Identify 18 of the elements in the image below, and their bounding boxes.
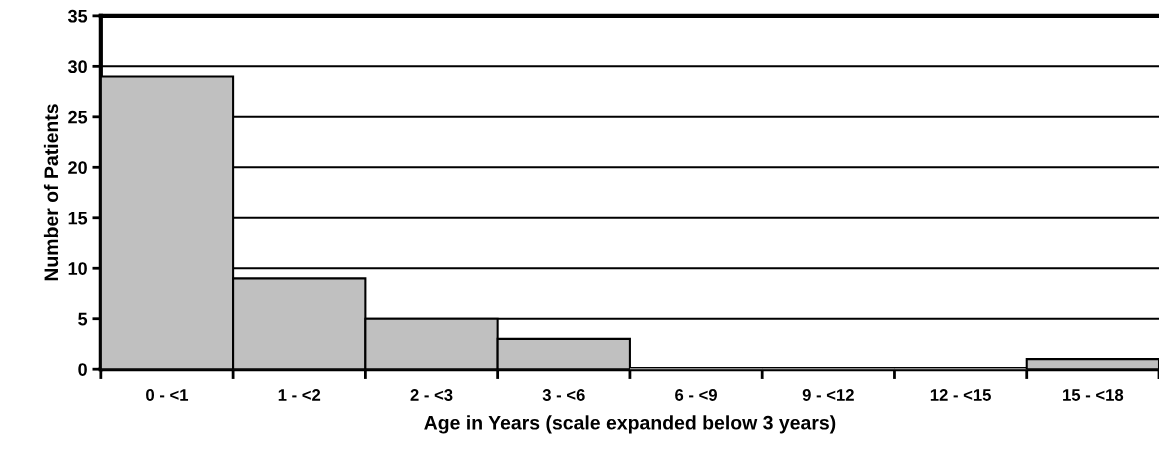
x-tick-label: 6 - <9 [675,389,717,401]
y-tick-label: 15 [68,211,88,225]
x-tick-label: 1 - <2 [278,389,321,401]
x-tick-label: 15 - <18 [1063,389,1124,401]
y-tick-label: 25 [68,110,88,124]
x-axis-title: Age in Years (scale expanded below 3 years) [424,415,836,434]
x-tick-label: 2 - <3 [410,389,453,401]
x-tick-label: 12 - <15 [930,389,991,401]
y-tick-label: 35 [67,9,88,23]
y-axis-title: Number of Patients [43,104,59,281]
y-tick-label: 20 [68,161,87,175]
y-tick-label: 30 [67,60,87,74]
y-tick-label: 5 [78,312,88,326]
y-tick-label: 10 [68,262,87,275]
x-tick-label: 3 - <6 [542,389,585,401]
x-tick-label: 9 - <12 [802,389,854,401]
x-tick-label: 0 - <1 [146,389,189,401]
y-tick-label: 0 [78,363,87,376]
